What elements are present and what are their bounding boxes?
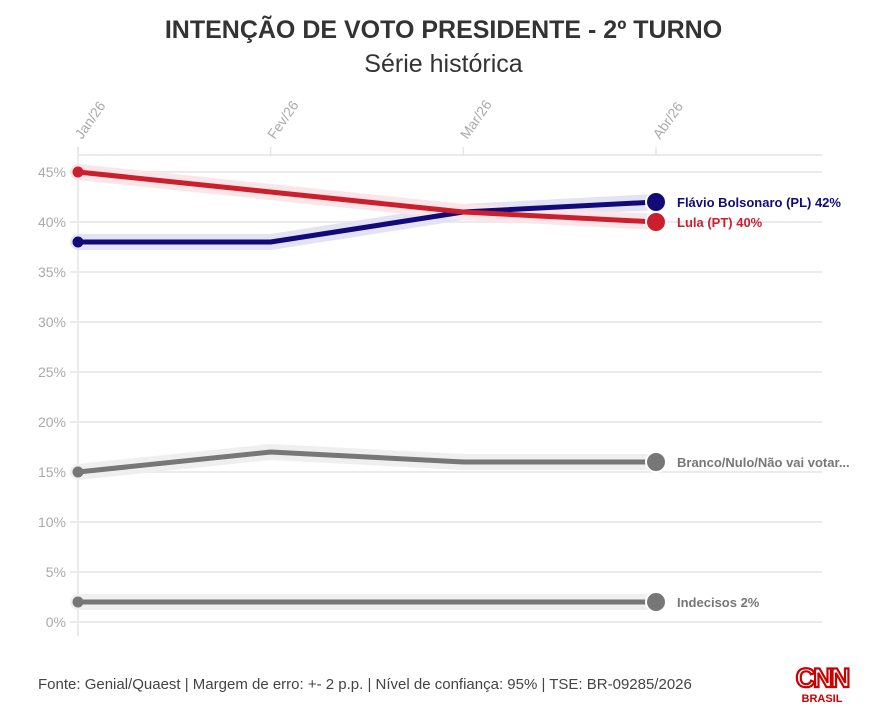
y-tick-label: 40% — [38, 214, 66, 230]
series-start-dot — [72, 166, 84, 178]
source-note: Fonte: Genial/Quaest | Margem de erro: +… — [38, 676, 692, 693]
series-line — [78, 199, 657, 245]
series-end-dot — [647, 213, 665, 231]
y-tick-label: 25% — [38, 364, 66, 380]
series-line — [77, 449, 656, 475]
series-start-dot — [72, 596, 84, 608]
series-label: Branco/Nulo/Não vai votar... — [677, 455, 850, 470]
line-chart: Jan/26 Fev/26 Mar/26 Abr/26 0% 5% 10% 15% 20% 25… — [38, 97, 850, 636]
y-tick-label: 15% — [38, 464, 66, 480]
series-group — [70, 164, 667, 613]
series-end-dot — [647, 193, 665, 211]
y-axis-ticks: 0% 5% 10% 15% 20% 25% 30% 35% 40% 45% — [38, 164, 66, 630]
series-start-dot — [72, 466, 84, 478]
y-tick-label: 0% — [46, 614, 66, 630]
logo-brand-text: CNN — [796, 663, 849, 693]
x-tick-label: Abr/26 — [649, 99, 686, 142]
y-tick-label: 10% — [38, 514, 66, 530]
series-labels: Flávio Bolsonaro (PL) 42% Lula (PT) 40% Br… — [677, 195, 850, 610]
chart-subtitle: Série histórica — [364, 50, 523, 78]
y-tick-label: 5% — [46, 564, 66, 580]
x-tick-label: Fev/26 — [264, 97, 302, 141]
chart-title: INTENÇÃO DE VOTO PRESIDENTE - 2º TURNO — [164, 16, 723, 44]
series-label: Flávio Bolsonaro (PL) 42% — [677, 195, 841, 210]
cnn-brasil-logo: CNN BRASIL — [795, 662, 852, 705]
x-axis-ticks: Jan/26 Fev/26 Mar/26 Abr/26 — [71, 97, 686, 156]
logo-sub-text: BRASIL — [802, 693, 843, 705]
y-tick-label: 45% — [38, 164, 66, 180]
series-end-dot — [647, 593, 665, 611]
series-start-dot — [72, 236, 84, 248]
series-end-dot — [647, 453, 665, 471]
series-line — [77, 169, 657, 225]
y-tick-label: 30% — [38, 314, 66, 330]
series-label: Indecisos 2% — [677, 595, 760, 610]
x-tick-label: Jan/26 — [71, 98, 108, 142]
y-tick-label: 20% — [38, 414, 66, 430]
y-tick-label: 35% — [38, 264, 66, 280]
series-label: Lula (PT) 40% — [677, 215, 763, 230]
x-tick-label: Mar/26 — [457, 97, 495, 142]
